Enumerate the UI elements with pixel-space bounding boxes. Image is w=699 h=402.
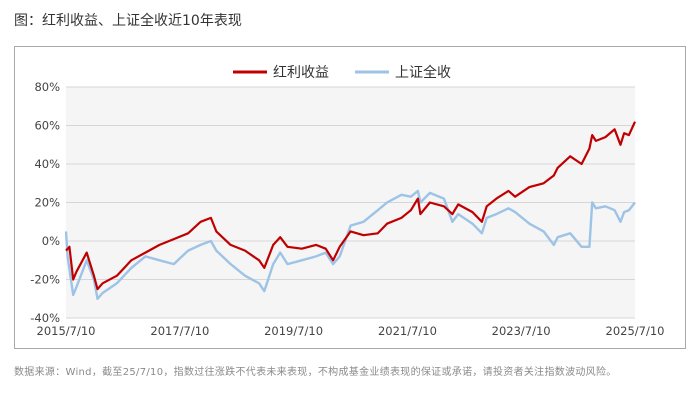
source-note: 数据来源：Wind，截至25/7/10，指数过往涨跌不代表未来表现，不构成基金业… — [14, 367, 617, 378]
y-tick-label: 40% — [34, 157, 60, 171]
chart-title: 图：红利收益、上证全收近10年表现 — [14, 13, 242, 29]
legend-label: 红利收益 — [273, 65, 329, 81]
gridlines — [66, 86, 635, 319]
y-tick-label: 0% — [42, 234, 60, 248]
series-layer — [64, 121, 637, 301]
x-tick-label: 2019/7/10 — [264, 324, 323, 338]
x-tick-label: 2015/7/10 — [37, 324, 96, 338]
legend-label: 上证全收 — [395, 64, 451, 81]
y-tick-label: -40% — [30, 311, 60, 325]
y-axis: -40% -20% 0% 20% 40% 60% 80% — [30, 80, 60, 325]
y-tick-label: -20% — [30, 273, 60, 287]
y-tick-label: 60% — [34, 119, 60, 133]
x-tick-label: 2017/7/10 — [150, 324, 209, 338]
chart-frame: 红利收益 上证全收 -40% -20% 0% 20% 40% 60% 80% 2015/7/1… — [14, 46, 686, 349]
line-chart: 红利收益 上证全收 -40% -20% 0% 20% 40% 60% 80% 2015/7/1… — [30, 64, 665, 338]
x-tick-label: 2025/7/10 — [606, 324, 665, 338]
series-line-red — [65, 121, 637, 291]
x-tick-label: 2021/7/10 — [378, 324, 437, 338]
y-tick-label: 20% — [34, 196, 60, 210]
legend: 红利收益 上证全收 — [233, 64, 451, 81]
x-axis: 2015/7/10 2017/7/10 2019/7/10 2021/7/10 2023… — [37, 324, 665, 338]
x-tick-label: 2023/7/10 — [492, 324, 551, 338]
y-tick-label: 80% — [34, 80, 60, 94]
series-line-blue — [64, 189, 636, 301]
